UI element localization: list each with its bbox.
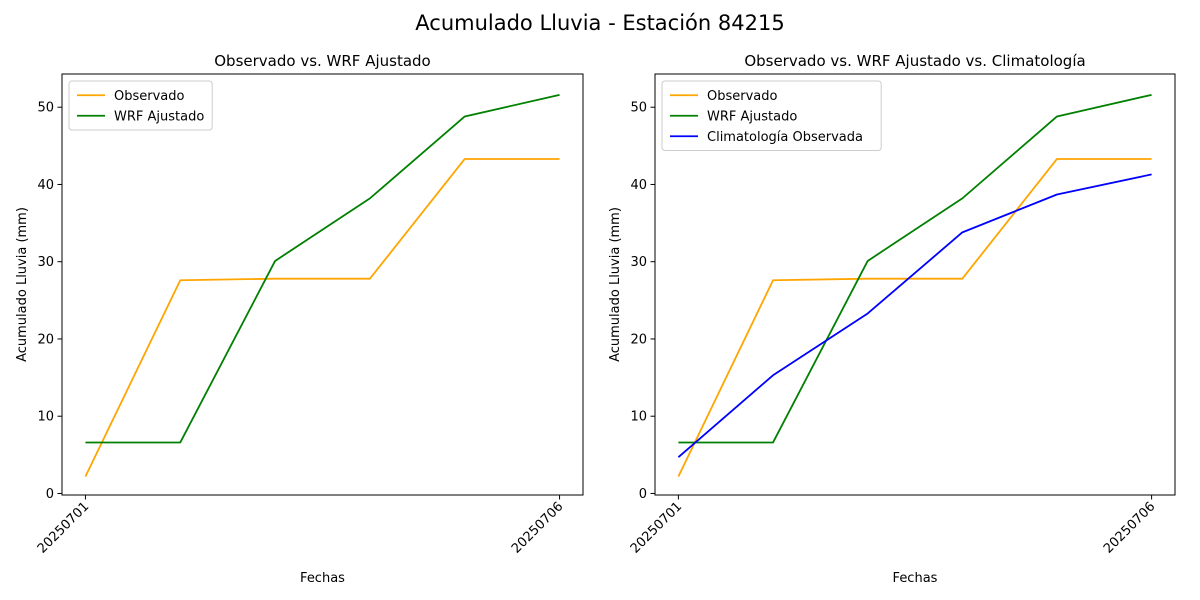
legend-label: WRF Ajustado — [114, 109, 204, 124]
plot-frame — [654, 73, 1176, 496]
legend-box — [661, 80, 882, 151]
plot-frame — [61, 73, 584, 496]
y-tick-label: 30 — [630, 255, 647, 270]
legend-label: WRF Ajustado — [707, 109, 797, 124]
y-axis-label: Acumulado Lluvia (mm) — [15, 207, 30, 362]
y-tick-label: 0 — [639, 487, 647, 502]
y-tick-label: 50 — [630, 101, 647, 116]
series-line-observado — [677, 158, 1152, 477]
series-group — [84, 93, 560, 477]
y-axis-label: Acumulado Lluvia (mm) — [608, 207, 623, 362]
y-tick-label: 40 — [37, 178, 54, 193]
x-axis-label: Fechas — [893, 571, 938, 586]
series-line-wrf-ajustado — [85, 93, 560, 444]
y-tick-label: 10 — [37, 410, 54, 425]
legend-label: Observado — [707, 89, 778, 104]
y-tick-label: 20 — [37, 332, 54, 347]
chart-title: Observado vs. WRF Ajustado — [214, 52, 430, 70]
y-tick-label: 50 — [37, 101, 54, 116]
legend-label: Observado — [114, 89, 185, 104]
y-tick-label: 20 — [630, 332, 647, 347]
series-line-wrf-ajustado — [678, 93, 1152, 444]
x-axis-label: Fechas — [300, 571, 345, 586]
legend: Observado WRF Ajustado Climatología Observ… — [661, 80, 882, 151]
series-line-observado — [84, 158, 560, 477]
legend-label: Climatología Observada — [707, 130, 863, 145]
y-tick-label: 30 — [37, 255, 54, 270]
y-tick-label: 0 — [46, 487, 54, 502]
y-tick-label: 40 — [630, 178, 647, 193]
figure-suptitle: Acumulado Lluvia - Estación 84215 — [415, 11, 784, 35]
series-group — [677, 93, 1152, 477]
chart-title: Observado vs. WRF Ajustado vs. Climatolo… — [744, 52, 1085, 70]
y-tick-label: 10 — [630, 410, 647, 425]
series-line-climatología-observada — [677, 173, 1152, 458]
legend-box — [68, 80, 213, 131]
legend: Observado WRF Ajustado — [68, 80, 213, 131]
